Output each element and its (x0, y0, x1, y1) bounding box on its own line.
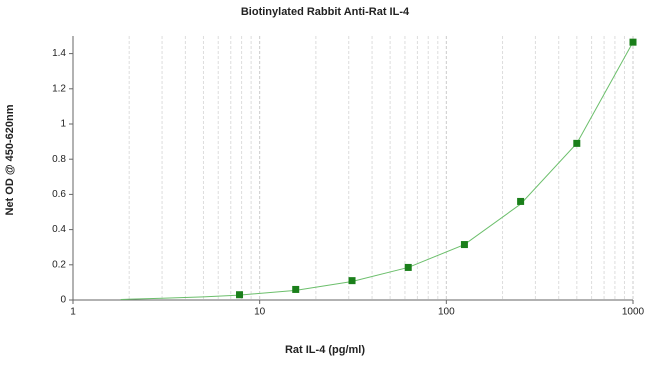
data-point (573, 139, 581, 147)
data-point (629, 38, 637, 46)
x-tick-label: 10 (254, 307, 266, 318)
data-point (460, 241, 468, 249)
y-tick-label: 1.2 (52, 83, 66, 94)
data-point (404, 263, 412, 271)
y-tick-label: 0.8 (52, 154, 66, 165)
y-tick-label: 0.6 (52, 189, 66, 200)
y-tick-label: 1.4 (52, 48, 66, 59)
x-axis-label: Rat IL-4 (pg/ml) (285, 344, 365, 356)
data-point (348, 277, 356, 285)
chart-title: Biotinylated Rabbit Anti-Rat IL-4 (241, 6, 410, 18)
data-point (517, 197, 525, 205)
x-tick-label: 1 (70, 307, 76, 318)
x-tick-label: 1000 (622, 307, 645, 318)
y-tick-label: 0.2 (52, 259, 66, 270)
y-tick-label: 0 (60, 295, 66, 306)
y-tick-label: 1 (60, 119, 66, 130)
y-axis-label: Net OD @ 450-620nm (4, 104, 16, 215)
fit-curve (120, 41, 634, 300)
data-point (236, 291, 244, 299)
data-point (292, 285, 300, 293)
x-tick-label: 100 (438, 307, 455, 318)
y-tick-label: 0.4 (52, 224, 66, 235)
